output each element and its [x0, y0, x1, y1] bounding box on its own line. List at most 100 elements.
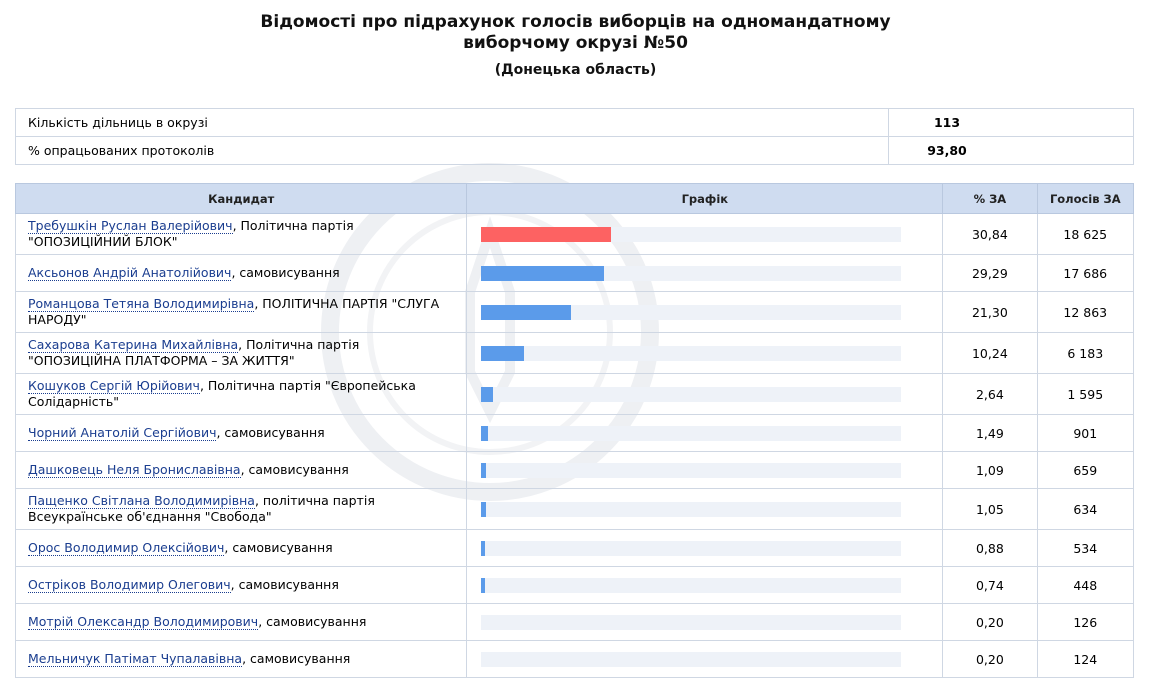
chart-cell: [466, 213, 944, 255]
candidate-name-link[interactable]: Пащенко Світлана Володимирівна: [28, 493, 255, 509]
results-body: Требушкін Руслан Валерійович , Політична …: [14, 213, 1135, 678]
percent-cell: 0,20: [942, 603, 1038, 641]
candidate-name-link[interactable]: Мельничук Патімат Чупалавівна: [28, 651, 243, 667]
votes-cell: 6 183: [1036, 332, 1135, 374]
bar-track: [481, 386, 902, 402]
candidate-name-link[interactable]: Орос Володимир Олексійович: [28, 540, 225, 556]
bar-track: [481, 265, 902, 281]
candidate-name-link[interactable]: Романцова Тетяна Володимирівна: [28, 296, 255, 312]
chart-cell: [466, 373, 944, 415]
table-row: Требушкін Руслан Валерійович, Політична …: [14, 213, 1135, 255]
bar-track: [481, 226, 902, 242]
vote-bar: [481, 386, 493, 402]
candidate-name-link[interactable]: Дашковець Неля Брониславівна: [28, 462, 241, 478]
percent-cell: 1,09: [942, 451, 1038, 489]
percent-cell: 1,49: [942, 414, 1038, 452]
percent-cell: 1,05: [942, 488, 1038, 530]
chart-cell: [466, 451, 944, 489]
candidate-cell: Кошуков Сергій Юрійович, Політична парті…: [14, 373, 468, 415]
percent-cell: 10,24: [942, 332, 1038, 374]
table-row: Сахарова Катерина Михайлівна, Політична …: [14, 332, 1135, 374]
table-row: Пащенко Світлана Володимирівна, політичн…: [14, 488, 1135, 530]
candidate-cell: Мельничук Патімат Чупалавівна, самовисув…: [14, 640, 468, 678]
vote-bar: [481, 265, 605, 281]
candidate-affiliation: , самовисування: [216, 425, 325, 440]
col-header-votes: Голосів ЗА: [1036, 183, 1135, 214]
candidate-cell: Аксьонов Андрій Анатолійович, самовисува…: [14, 254, 468, 292]
candidate-cell: Дашковець Неля Брониславівна, самовисува…: [14, 451, 468, 489]
votes-cell: 448: [1036, 566, 1135, 604]
col-header-candidate: Кандидат: [14, 183, 468, 214]
percent-cell: 2,64: [942, 373, 1038, 415]
candidate-name-link[interactable]: Кошуков Сергій Юрійович: [28, 378, 200, 394]
votes-cell: 17 686: [1036, 254, 1135, 292]
votes-cell: 534: [1036, 529, 1135, 567]
candidate-affiliation: , самовисування: [240, 462, 349, 477]
candidate-affiliation: , самовисування: [242, 651, 351, 666]
vote-bar: [481, 577, 486, 593]
candidate-affiliation: , Політична партія "Європейська Солідарн…: [28, 378, 416, 409]
results-header-row: Кандидат Графік % ЗА Голосів ЗА: [14, 183, 1135, 214]
candidate-cell: Чорний Анатолій Сергійович, самовисуванн…: [14, 414, 468, 452]
vote-bar: [481, 226, 611, 242]
page-title-line1: Відомості про підрахунок голосів виборці…: [260, 12, 891, 32]
bar-track: [481, 425, 902, 441]
candidate-name-link[interactable]: Остріков Володимир Олегович: [28, 577, 231, 593]
percent-cell: 0,20: [942, 640, 1038, 678]
candidate-cell: Пащенко Світлана Володимирівна, політичн…: [14, 488, 468, 530]
table-row: Орос Володимир Олексійович, самовисуванн…: [14, 529, 1135, 567]
bar-track: [481, 345, 902, 361]
candidate-cell: Орос Володимир Олексійович, самовисуванн…: [14, 529, 468, 567]
bar-track: [481, 304, 902, 320]
chart-cell: [466, 566, 944, 604]
votes-cell: 126: [1036, 603, 1135, 641]
chart-cell: [466, 414, 944, 452]
candidate-affiliation: , самовисування: [224, 540, 333, 555]
vote-bar: [481, 304, 571, 320]
results-table: Кандидат Графік % ЗА Голосів ЗА Требушкі…: [14, 183, 1135, 678]
chart-cell: [466, 640, 944, 678]
candidate-affiliation: , самовисування: [258, 614, 367, 629]
percent-cell: 0,74: [942, 566, 1038, 604]
summary-row: Кількість дільниць в окрузі 113: [15, 108, 1134, 137]
table-row: Чорний Анатолій Сергійович, самовисуванн…: [14, 414, 1135, 452]
summary-label: % опрацьованих протоколів: [15, 136, 889, 165]
vote-bar: [481, 540, 486, 556]
votes-cell: 901: [1036, 414, 1135, 452]
votes-cell: 18 625: [1036, 213, 1135, 255]
candidate-name-link[interactable]: Требушкін Руслан Валерійович: [28, 218, 233, 234]
bar-track: [481, 540, 902, 556]
region-subtitle: (Донецька область): [494, 62, 657, 78]
percent-cell: 21,30: [942, 291, 1038, 333]
candidate-name-link[interactable]: Сахарова Катерина Михайлівна: [28, 337, 239, 353]
table-row: Мотрій Олександр Володимирович, самовису…: [14, 603, 1135, 641]
vote-bar: [481, 462, 486, 478]
candidate-name-link[interactable]: Аксьонов Андрій Анатолійович: [28, 265, 232, 281]
bar-track: [481, 577, 902, 593]
table-row: Остріков Володимир Олегович, самовисуван…: [14, 566, 1135, 604]
candidate-cell: Остріков Володимир Олегович, самовисуван…: [14, 566, 468, 604]
candidate-affiliation: , ПОЛІТИЧНА ПАРТІЯ "СЛУГА НАРОДУ": [28, 296, 440, 327]
table-row: Дашковець Неля Брониславівна, самовисува…: [14, 451, 1135, 489]
candidate-cell: Мотрій Олександр Володимирович, самовису…: [14, 603, 468, 641]
summary-value: 113: [888, 108, 1134, 137]
chart-cell: [466, 254, 944, 292]
bar-track: [481, 651, 902, 667]
chart-cell: [466, 529, 944, 567]
candidate-affiliation: , самовисування: [230, 577, 339, 592]
table-row: Романцова Тетяна Володимирівна, ПОЛІТИЧН…: [14, 291, 1135, 333]
percent-cell: 30,84: [942, 213, 1038, 255]
table-row: Аксьонов Андрій Анатолійович, самовисува…: [14, 254, 1135, 292]
candidate-cell: Требушкін Руслан Валерійович, Політична …: [14, 213, 468, 255]
candidate-name-link[interactable]: Чорний Анатолій Сергійович: [28, 425, 217, 441]
bar-track: [481, 501, 902, 517]
vote-bar: [481, 345, 525, 361]
table-row: Кошуков Сергій Юрійович, Політична парті…: [14, 373, 1135, 415]
candidate-name-link[interactable]: Мотрій Олександр Володимирович: [28, 614, 259, 630]
vote-bar: [481, 501, 486, 517]
vote-bar: [481, 425, 488, 441]
candidate-affiliation: , Політична партія "ОПОЗИЦІЙНА ПЛАТФОРМА…: [28, 337, 360, 368]
col-header-percent: % ЗА: [942, 183, 1038, 214]
bar-track: [481, 462, 902, 478]
percent-cell: 0,88: [942, 529, 1038, 567]
